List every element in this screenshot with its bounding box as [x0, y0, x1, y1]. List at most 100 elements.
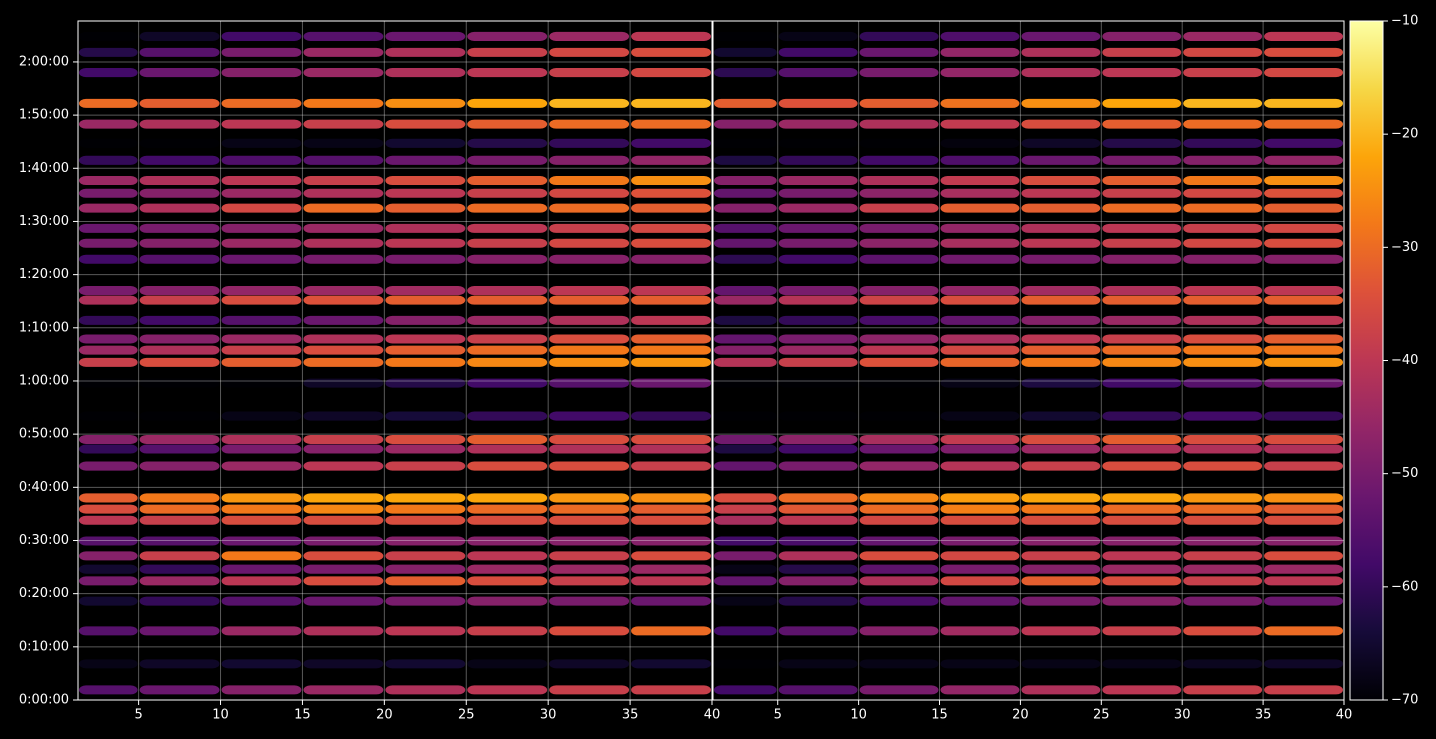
x-tick-label: 35	[1255, 708, 1272, 723]
heat-cell	[467, 68, 548, 78]
heat-cell	[303, 444, 384, 454]
heat-cell	[221, 685, 302, 695]
heat-cell	[631, 31, 711, 41]
heat-cell	[1183, 493, 1263, 503]
heat-cell	[1102, 138, 1182, 148]
heat-cell	[1183, 155, 1263, 165]
heat-cell	[139, 155, 220, 165]
heat-cell	[940, 515, 1020, 525]
heat-cell	[778, 175, 858, 186]
heat-cell	[1264, 434, 1343, 444]
heat-cell	[631, 685, 711, 695]
heat-cell	[221, 254, 302, 264]
heat-cell	[1264, 461, 1343, 471]
heat-cell	[1102, 411, 1182, 421]
heat-cell	[1183, 98, 1263, 108]
heat-cell	[940, 238, 1020, 248]
heat-cell	[1021, 596, 1101, 606]
heat-cell	[467, 626, 548, 636]
heat-cell	[385, 434, 466, 444]
heat-cell	[940, 685, 1020, 695]
heat-cell	[1183, 434, 1263, 444]
heat-cell	[859, 576, 939, 586]
heat-cell	[385, 155, 466, 165]
heat-cell	[303, 461, 384, 471]
heat-cell	[1264, 68, 1343, 78]
heat-cell	[778, 596, 858, 606]
heat-cell	[221, 203, 302, 213]
heat-cell	[1183, 238, 1263, 248]
heat-cell	[859, 254, 939, 264]
heat-cell	[940, 444, 1020, 454]
heat-cell	[1264, 357, 1343, 367]
heat-cell	[1264, 238, 1343, 248]
heat-cell	[549, 493, 630, 503]
colorbar-tick-label: −30	[1391, 240, 1418, 255]
heat-cell	[79, 564, 138, 574]
heat-cell	[940, 504, 1020, 514]
heat-cell	[1021, 536, 1101, 546]
heat-cell	[859, 626, 939, 636]
heat-cell	[940, 536, 1020, 546]
heat-cell	[859, 659, 939, 669]
heat-cell	[940, 155, 1020, 165]
heat-cell	[859, 345, 939, 355]
heat-cell	[778, 223, 858, 233]
heat-cell	[778, 626, 858, 636]
heat-cell	[549, 434, 630, 444]
heat-cell	[303, 378, 384, 388]
heat-cell	[139, 434, 220, 444]
x-tick-label: 15	[931, 708, 948, 723]
heat-cell	[467, 334, 548, 344]
heat-cell	[940, 175, 1020, 186]
colorbar-tick-label: −60	[1391, 579, 1418, 594]
heat-cell	[385, 444, 466, 454]
heat-cell	[303, 564, 384, 574]
heat-cell	[549, 68, 630, 78]
heat-cell	[1102, 434, 1182, 444]
heat-cell	[79, 47, 138, 57]
heat-cell	[303, 98, 384, 108]
heat-cell	[1021, 564, 1101, 574]
x-tick-label: 10	[212, 708, 229, 723]
heat-cell	[221, 138, 302, 148]
heat-cell	[221, 68, 302, 78]
heat-cell	[221, 434, 302, 444]
heat-cell	[79, 254, 138, 264]
heat-cell	[139, 68, 220, 78]
heat-cell	[1102, 203, 1182, 213]
heat-cell	[549, 138, 630, 148]
heat-cell	[385, 334, 466, 344]
heat-cell	[714, 461, 777, 471]
heat-cell	[385, 411, 466, 421]
heat-cell	[385, 626, 466, 636]
heat-cell	[467, 357, 548, 367]
heat-cell	[385, 378, 466, 388]
heat-cell	[549, 444, 630, 454]
heat-cell	[1021, 31, 1101, 41]
heat-cell	[79, 434, 138, 444]
colorbar-tick-label: −70	[1391, 693, 1418, 708]
heat-cell	[1183, 223, 1263, 233]
heat-cell	[1183, 203, 1263, 213]
heat-cell	[1264, 175, 1343, 186]
heat-cell	[1264, 551, 1343, 561]
heat-cell	[139, 504, 220, 514]
heat-cell	[221, 626, 302, 636]
heat-cell	[139, 659, 220, 669]
heat-cell	[79, 238, 138, 248]
heat-cell	[221, 286, 302, 296]
heat-cell	[859, 155, 939, 165]
heat-cell	[303, 685, 384, 695]
heat-cell	[859, 98, 939, 108]
panel: 5 10 15 20 25 30 35 40	[712, 20, 1352, 723]
heat-cell	[385, 564, 466, 574]
heat-cell	[549, 254, 630, 264]
heat-cell	[1264, 188, 1343, 198]
heat-cell	[859, 357, 939, 367]
heat-cell	[714, 155, 777, 165]
heat-cell	[221, 564, 302, 574]
heat-cell	[859, 378, 939, 388]
heat-cell	[859, 461, 939, 471]
heat-cell	[778, 98, 858, 108]
